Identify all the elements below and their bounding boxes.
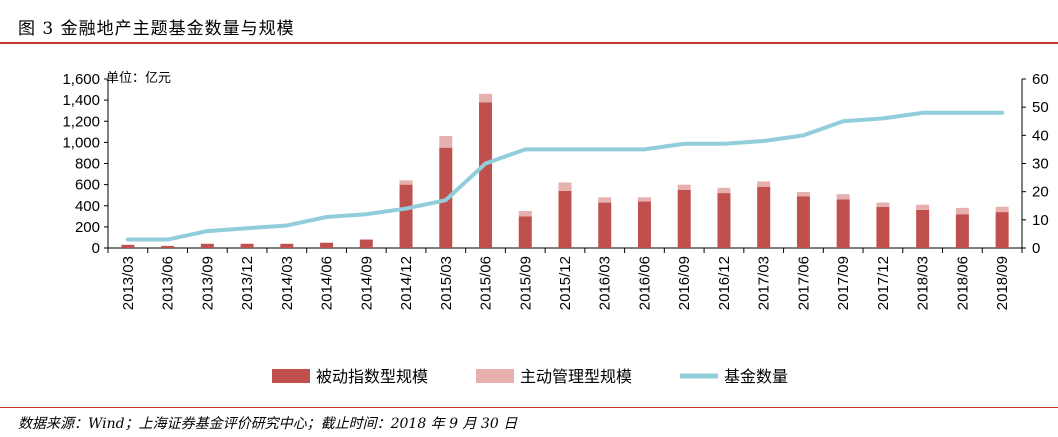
bar-passive xyxy=(479,102,493,248)
x-tick-label: 2015/06 xyxy=(478,256,495,310)
right-tick-label: 10 xyxy=(1032,212,1049,229)
legend-active-label: 主动管理型规模 xyxy=(520,367,632,386)
fund-chart: 单位：亿元 02004006008001,0001,2001,4001,6000… xyxy=(62,71,1048,386)
x-tick-label: 2016/09 xyxy=(676,256,693,310)
right-tick-label: 30 xyxy=(1032,156,1049,173)
bar-active xyxy=(717,187,731,194)
bar-active xyxy=(955,207,969,215)
x-tick-label: 2014/12 xyxy=(398,256,415,310)
left-tick-label: 600 xyxy=(75,177,100,194)
figure-title: 图 3 金融地产主题基金数量与规模 xyxy=(18,19,295,39)
bars xyxy=(121,93,1009,248)
left-tick-label: 800 xyxy=(75,156,100,173)
x-tick-label: 2014/09 xyxy=(358,256,375,310)
bar-active xyxy=(518,211,532,217)
top-rule xyxy=(0,42,1058,44)
right-tick-label: 40 xyxy=(1032,127,1049,144)
x-tick-label: 2017/12 xyxy=(875,256,892,310)
left-tick-label: 0 xyxy=(92,240,100,257)
legend: 被动指数型规模 主动管理型规模 基金数量 xyxy=(272,367,788,386)
bar-active xyxy=(836,194,850,200)
bar-passive xyxy=(598,202,612,248)
legend-count-label: 基金数量 xyxy=(724,367,788,386)
title-bar: 图 3 金融地产主题基金数量与规模 xyxy=(0,0,1058,44)
bar-passive xyxy=(955,214,969,248)
count-polyline xyxy=(125,110,1005,242)
x-tick-label: 2015/09 xyxy=(517,256,534,310)
x-tick-label: 2017/09 xyxy=(835,256,852,310)
x-tick-label: 2016/12 xyxy=(716,256,733,310)
right-tick-label: 0 xyxy=(1032,240,1040,257)
left-tick-label: 1,000 xyxy=(62,134,100,151)
right-tick-label: 20 xyxy=(1032,184,1049,201)
bar-active xyxy=(598,197,612,203)
axes: 0 200 400 600 800 1,000 1,200 1,400 1,600 0 10 20 30… xyxy=(62,71,1048,310)
x-tick-label: 2017/06 xyxy=(795,256,812,310)
bar-passive xyxy=(717,193,731,248)
bar-passive xyxy=(359,239,373,248)
source-note: 数据来源：Wind；上海证券基金评价研究中心；截止时间：2018 年 9 月 3… xyxy=(18,416,518,432)
bar-passive xyxy=(200,243,214,248)
bar-passive xyxy=(916,209,930,248)
bar-active xyxy=(796,192,810,197)
bar-passive xyxy=(121,244,135,248)
count-line xyxy=(125,110,1005,242)
left-tick-label: 200 xyxy=(75,219,100,236)
x-tick-label: 2013/06 xyxy=(160,256,177,310)
bar-passive xyxy=(161,245,175,248)
x-tick-label: 2013/12 xyxy=(239,256,256,310)
bar-active xyxy=(876,202,890,207)
bar-active xyxy=(439,136,453,148)
bar-passive xyxy=(320,242,334,248)
x-tick-label: 2018/03 xyxy=(915,256,932,310)
legend-passive-swatch xyxy=(272,369,310,383)
bar-passive xyxy=(399,184,413,248)
right-tick-label: 50 xyxy=(1032,99,1049,116)
bar-passive xyxy=(637,201,651,248)
bar-passive xyxy=(995,212,1009,248)
bar-passive xyxy=(240,243,254,248)
bar-active xyxy=(399,180,413,185)
x-tick-label: 2017/03 xyxy=(756,256,773,310)
bar-active xyxy=(757,181,771,187)
left-tick-label: 1,400 xyxy=(62,92,100,109)
x-tick-label: 2016/03 xyxy=(597,256,614,310)
x-tick-label: 2018/06 xyxy=(954,256,971,310)
bar-passive xyxy=(677,189,691,248)
legend-passive-label: 被动指数型规模 xyxy=(316,367,428,386)
bar-passive xyxy=(280,243,294,248)
bar-active xyxy=(677,184,691,190)
bar-active xyxy=(558,182,572,191)
x-tick-label: 2013/09 xyxy=(199,256,216,310)
right-tick-label: 60 xyxy=(1032,71,1049,88)
bottom-rule xyxy=(0,407,1058,408)
x-tick-label: 2015/03 xyxy=(438,256,455,310)
bar-passive xyxy=(518,216,532,248)
x-tick-label: 2014/03 xyxy=(279,256,296,310)
bar-active xyxy=(637,197,651,202)
bar-passive xyxy=(796,196,810,248)
x-tick-label: 2018/09 xyxy=(994,256,1011,310)
x-tick-label: 2016/06 xyxy=(636,256,653,310)
left-tick-label: 1,200 xyxy=(62,113,100,130)
bar-passive xyxy=(836,199,850,248)
left-tick-label: 1,600 xyxy=(62,71,100,88)
bar-active xyxy=(995,206,1009,213)
left-tick-label: 400 xyxy=(75,198,100,215)
x-tick-label: 2015/12 xyxy=(557,256,574,310)
x-tick-label: 2013/03 xyxy=(120,256,137,310)
legend-active-swatch xyxy=(476,369,514,383)
x-tick-label: 2014/06 xyxy=(319,256,336,310)
unit-label: 单位：亿元 xyxy=(106,71,171,86)
bar-passive xyxy=(558,190,572,248)
bar-active xyxy=(479,93,493,103)
bar-passive xyxy=(757,186,771,248)
bar-passive xyxy=(876,206,890,248)
bar-active xyxy=(916,204,930,210)
